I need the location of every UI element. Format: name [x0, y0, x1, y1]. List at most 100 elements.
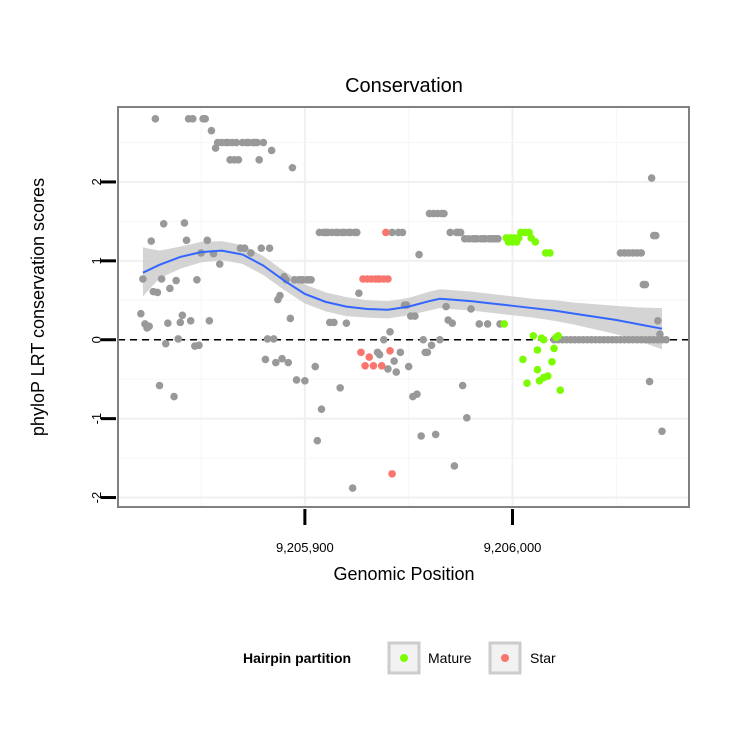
data-point-mature [533, 346, 542, 354]
data-point-mature [533, 365, 542, 374]
data-point-other [288, 163, 297, 172]
data-point-other [203, 236, 212, 245]
data-point-other [413, 390, 421, 398]
data-point-other [195, 341, 203, 350]
legend-dot-star [501, 654, 509, 662]
data-point-other [157, 275, 166, 283]
data-point-other [311, 362, 320, 371]
data-point-mature [531, 238, 540, 246]
legend-key-star [488, 641, 522, 675]
data-point-other [174, 335, 183, 343]
data-point-other [423, 348, 432, 357]
data-point-other [153, 288, 162, 297]
data-point-star [382, 228, 390, 237]
legend-dot-mature [400, 654, 408, 662]
data-point-other [276, 291, 284, 300]
data-point-other [415, 250, 423, 259]
data-point-mature [519, 355, 527, 364]
legend: Hairpin partition Mature Star [243, 641, 556, 675]
data-point-other [178, 311, 187, 320]
data-point-other [317, 405, 326, 413]
y-tick-label: -2 [89, 492, 104, 504]
data-point-star [365, 353, 374, 361]
data-point-other [645, 377, 654, 386]
data-point-other [261, 355, 270, 364]
data-point-other [201, 115, 210, 123]
series-mature [500, 228, 565, 395]
legend-title: Hairpin partition [243, 650, 351, 666]
data-point-other [159, 219, 168, 228]
data-point-other [641, 280, 650, 289]
data-point-other [651, 231, 660, 240]
data-point-other [272, 358, 280, 367]
data-point-other [431, 430, 440, 439]
data-point-star [388, 470, 396, 478]
data-point-other [450, 462, 459, 470]
data-point-other [186, 317, 195, 325]
data-point-other [348, 484, 357, 492]
data-point-other [647, 174, 656, 182]
data-point-other [147, 237, 156, 245]
data-point-other [440, 209, 448, 218]
data-point-other [658, 427, 666, 436]
x-tick-label: 9,206,000 [484, 540, 542, 555]
data-point-other [232, 138, 241, 147]
data-point-other [456, 228, 465, 237]
series-star [357, 228, 396, 478]
data-point-other [419, 335, 428, 344]
data-point-other [145, 322, 153, 331]
data-point-other [355, 289, 363, 297]
data-point-mature [544, 372, 552, 380]
data-point-other [240, 244, 249, 253]
x-axis-title: Genomic Position [333, 564, 474, 584]
data-point-other [662, 335, 670, 344]
confidence-band-layer [142, 241, 663, 350]
data-point-other [265, 244, 274, 253]
data-point-other [182, 236, 191, 245]
chart-title: Conservation [345, 75, 463, 97]
data-point-other [467, 305, 475, 313]
data-point-other [342, 319, 351, 327]
confidence-band [142, 241, 663, 350]
data-point-other [193, 275, 201, 284]
data-point-other [404, 362, 413, 371]
data-point-mature [550, 344, 558, 353]
data-point-other [475, 320, 484, 328]
data-point-mature [523, 379, 531, 387]
y-axis-title: phyloP LRT conservation scores [28, 178, 48, 436]
data-point-other [307, 275, 315, 284]
data-point-other [151, 115, 160, 123]
data-point-other [330, 318, 338, 327]
data-point-other [494, 234, 502, 243]
data-point-other [247, 249, 255, 257]
data-point-other [166, 284, 174, 293]
series-other [137, 115, 670, 492]
data-point-other [388, 228, 396, 237]
data-point-other [483, 320, 492, 328]
y-tick-label: 1 [89, 257, 104, 264]
data-point-other [654, 317, 662, 325]
panel-border [117, 106, 690, 508]
smooth-line-layer [142, 249, 663, 330]
data-point-star [377, 361, 386, 370]
data-point-other [396, 348, 405, 357]
data-point-other [446, 228, 455, 237]
data-point-other [390, 357, 398, 365]
data-point-other [164, 319, 172, 327]
data-point-other [161, 339, 170, 348]
data-point-other [392, 368, 401, 376]
data-point-other [398, 228, 407, 237]
data-point-other [139, 275, 147, 283]
data-point-mature [529, 331, 538, 340]
legend-label-mature: Mature [428, 650, 472, 666]
data-point-star [384, 275, 392, 283]
data-point-other [172, 276, 180, 285]
data-point-other [155, 381, 164, 390]
data-point-other [427, 341, 436, 350]
y-tick-label: 2 [89, 178, 104, 185]
data-point-other [257, 244, 266, 253]
data-point-other [463, 414, 471, 422]
smooth-line [142, 249, 663, 330]
data-point-other [384, 365, 392, 373]
